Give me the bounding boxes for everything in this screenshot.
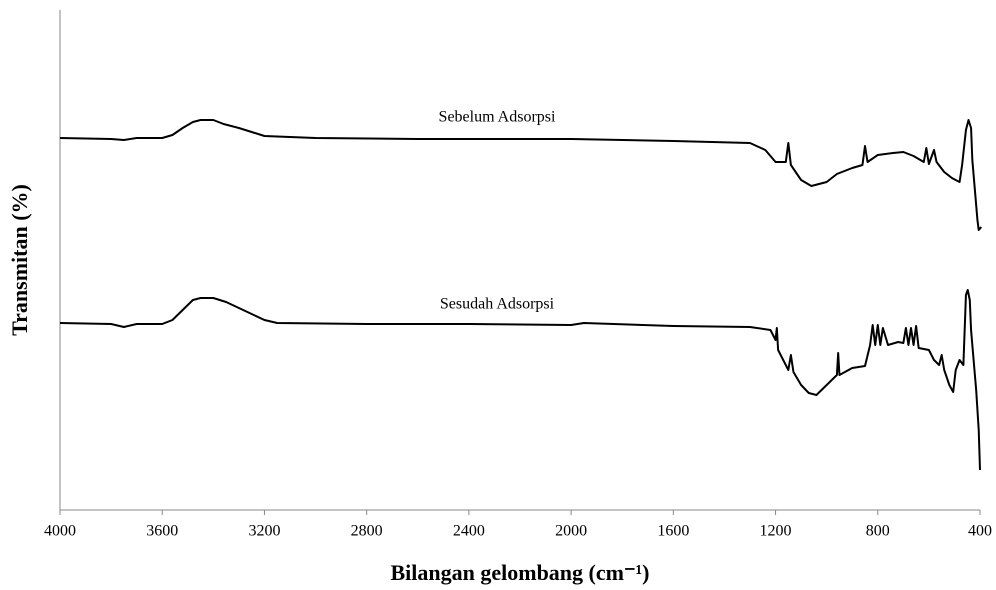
x-tick-label: 2400 bbox=[453, 523, 485, 540]
x-tick-label: 2000 bbox=[555, 523, 587, 540]
series-label: Sesudah Adsorpsi bbox=[440, 296, 555, 313]
series-line bbox=[59, 289, 981, 471]
x-tick-label: 3600 bbox=[146, 523, 178, 540]
x-tick-label: 400 bbox=[968, 523, 992, 540]
x-tick-label: 3200 bbox=[248, 523, 280, 540]
series-line bbox=[59, 119, 983, 231]
x-tick-label: 4000 bbox=[44, 523, 76, 540]
y-axis-title: Transmitan (%) bbox=[7, 184, 32, 336]
x-tick-label: 1600 bbox=[657, 523, 689, 540]
x-tick-label: 2800 bbox=[351, 523, 383, 540]
x-axis-title: Bilangan gelombang (cm⁻¹) bbox=[391, 560, 650, 585]
series-label: Sebelum Adsorpsi bbox=[439, 109, 556, 126]
x-tick-label: 1200 bbox=[760, 523, 792, 540]
x-tick-label: 800 bbox=[866, 523, 890, 540]
